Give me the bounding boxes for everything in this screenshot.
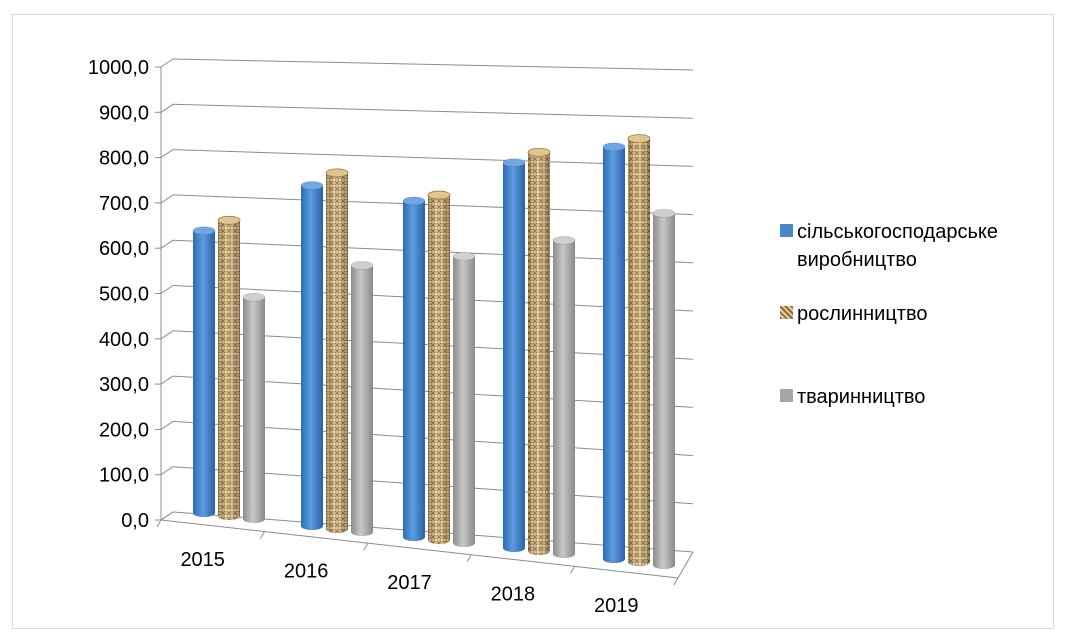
bar-top <box>452 251 476 261</box>
bar-top <box>602 142 626 152</box>
x-tick-mark <box>570 566 576 574</box>
y-tick-label: 0,0 <box>121 510 149 532</box>
floor-right-edge <box>677 551 694 579</box>
y-tick-connector <box>160 194 174 204</box>
bar-2017-series-0 <box>402 196 426 541</box>
bar-2019-series-2 <box>652 208 676 569</box>
gridline <box>172 103 694 119</box>
bar-2016-series-1 <box>325 168 349 533</box>
bar-2019-series-1 <box>627 134 651 566</box>
bar-shading <box>326 172 348 533</box>
bar-2016-series-0 <box>300 181 324 530</box>
legend-item-livestock: тваринництво <box>780 383 925 411</box>
y-tick-label: 700,0 <box>99 193 149 215</box>
bar-2018-series-2 <box>552 235 576 558</box>
bar-2017-series-2 <box>452 251 476 547</box>
bar-top <box>552 235 576 245</box>
gridline <box>172 58 694 71</box>
bar-shading <box>628 138 650 566</box>
legend-label-agriculture: сільськогосподарське виробництво <box>797 221 998 271</box>
bar-2015-series-1 <box>217 215 241 520</box>
bar-top <box>652 208 676 218</box>
y-tick-label: 900,0 <box>99 102 149 124</box>
bar-chart: 0,0 100,0 200,0 300,0 400,0 500,0 600,0 700,0 80… <box>88 57 694 617</box>
x-tick-mark <box>156 519 162 528</box>
x-tick-label: 2015 <box>180 549 225 571</box>
bar-body <box>301 185 323 530</box>
floor-left-edge <box>160 511 174 521</box>
bar-2015-series-2 <box>242 292 266 523</box>
chart-frame: 0,0 100,0 200,0 300,0 400,0 500,0 600,0 700,0 80… <box>12 14 1054 629</box>
y-tick-label: 500,0 <box>99 284 149 306</box>
bar-2016-series-2 <box>350 261 374 536</box>
x-tick-label: 2018 <box>491 584 536 606</box>
y-tick-connector <box>160 375 174 385</box>
legend-label-crop: рослинництво <box>797 303 928 325</box>
bar-top <box>192 226 216 236</box>
y-tick-connector <box>160 330 174 340</box>
bar-body <box>403 201 425 541</box>
bar-top <box>300 181 324 190</box>
bar-shading <box>218 220 240 520</box>
bar-shading <box>428 195 450 545</box>
bar-body <box>653 213 675 569</box>
bar-2018-series-1 <box>527 147 551 555</box>
y-tick-label: 600,0 <box>99 238 149 260</box>
y-tick-connector <box>160 239 174 249</box>
bar-top <box>427 190 451 200</box>
bar-body <box>553 240 575 558</box>
bar-top <box>402 196 426 206</box>
bar-2019-series-0 <box>602 142 626 563</box>
bar-body <box>193 230 215 517</box>
bar-top <box>350 261 374 270</box>
y-tick-label: 400,0 <box>99 329 149 351</box>
bar-top <box>502 158 526 168</box>
y-tick-connector <box>160 103 174 113</box>
legend-swatch-agriculture <box>780 224 793 237</box>
y-tick-connector <box>160 420 174 430</box>
bar-2017-series-1 <box>427 190 451 545</box>
y-tick-connector <box>160 466 174 476</box>
y-tick-label: 1000,0 <box>88 57 149 79</box>
x-tick-mark <box>673 577 679 586</box>
legend-label-livestock: тваринництво <box>797 386 926 408</box>
x-tick-mark <box>259 531 265 539</box>
y-tick-label: 200,0 <box>99 419 149 441</box>
bar-top <box>527 147 551 157</box>
bar-shading <box>528 152 550 555</box>
legend-swatch-livestock <box>780 389 793 402</box>
bar-body <box>503 162 525 552</box>
bar-body <box>243 297 265 523</box>
y-tick-connector <box>160 149 174 159</box>
y-tick-label: 300,0 <box>99 374 149 396</box>
legend-item-agriculture: сільськогосподарське виробництво <box>780 218 998 274</box>
x-tick-label: 2019 <box>594 595 639 617</box>
y-tick-connector <box>160 285 174 294</box>
x-tick-mark <box>466 554 472 563</box>
bar-2015-series-0 <box>192 226 216 517</box>
legend-item-crop: рослинництво <box>780 300 928 328</box>
y-tick-label: 100,0 <box>99 465 149 487</box>
y-tick-connector <box>160 58 174 68</box>
x-tick-label: 2017 <box>387 572 432 594</box>
bar-body <box>453 256 475 547</box>
y-tick-label: 800,0 <box>99 148 149 170</box>
bar-top <box>217 215 241 225</box>
bar-body <box>351 265 373 536</box>
legend-swatch-crop <box>780 306 793 319</box>
bar-2018-series-0 <box>502 158 526 552</box>
bar-body <box>603 146 625 563</box>
x-axis-line <box>160 519 679 579</box>
bar-top <box>325 168 349 178</box>
bar-top <box>242 292 266 302</box>
bar-top <box>627 134 651 144</box>
x-tick-mark <box>363 542 369 551</box>
x-tick-label: 2016 <box>284 560 329 582</box>
